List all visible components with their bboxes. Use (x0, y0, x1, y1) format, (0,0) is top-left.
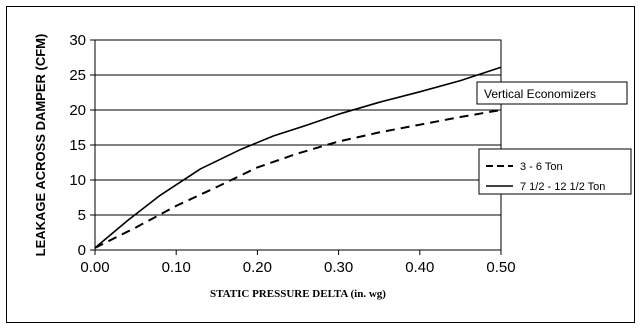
leakage-line-chart: 0 5 10 15 20 25 30 0.00 0.10 0.20 0.30 0.40 0.50 LE… (33, 32, 632, 300)
x-tick-label-1: 0.10 (162, 259, 191, 276)
grid-lines (95, 74, 501, 216)
series-line-1 (94, 66, 502, 249)
plot-area: 0 5 10 15 20 25 30 0.00 0.10 0.20 0.30 0.40 0.50 (69, 32, 515, 276)
chart-title-box: Vertical Economizers (476, 81, 628, 105)
series-line-0 (94, 109, 502, 249)
y-tick-label-30: 30 (69, 32, 86, 49)
y-tick-label-20: 20 (69, 102, 86, 119)
legend-label-0: 3 - 6 Ton (520, 161, 563, 173)
chart-frame: 0 5 10 15 20 25 30 0.00 0.10 0.20 0.30 0.40 0.50 LE… (6, 6, 635, 323)
y-tick-label-0: 0 (78, 242, 86, 259)
legend-label-1: 7 1/2 - 12 1/2 Ton (520, 181, 605, 193)
y-tick-label-10: 10 (69, 172, 86, 189)
x-tick-label-0: 0.00 (80, 259, 109, 276)
x-axis-label: STATIC PRESSURE DELTA (in. wg) (210, 288, 386, 300)
y-axis-label: LEAKAGE ACROSS DAMPER (CFM) (33, 34, 48, 257)
x-axis: 0.00 0.10 0.20 0.30 0.40 0.50 (80, 250, 516, 276)
legend-box-border (478, 148, 632, 195)
legend: 3 - 6 Ton 7 1/2 - 12 1/2 Ton (478, 148, 632, 195)
y-axis: 0 5 10 15 20 25 30 (69, 32, 95, 259)
y-tick-label-25: 25 (69, 67, 86, 84)
x-tick-label-3: 0.30 (324, 259, 353, 276)
x-tick-label-5: 0.50 (486, 259, 515, 276)
x-tick-label-4: 0.40 (405, 259, 434, 276)
y-tick-label-15: 15 (69, 137, 86, 154)
chart-title: Vertical Economizers (484, 87, 596, 101)
title-box-border (476, 81, 628, 105)
legend-items: 3 - 6 Ton 7 1/2 - 12 1/2 Ton (486, 161, 605, 193)
y-tick-label-5: 5 (78, 207, 86, 224)
series-lines (94, 66, 502, 249)
x-tick-label-2: 0.20 (243, 259, 272, 276)
